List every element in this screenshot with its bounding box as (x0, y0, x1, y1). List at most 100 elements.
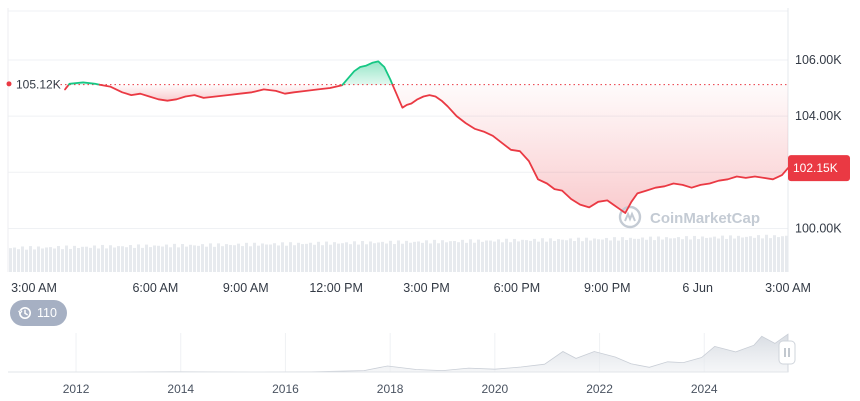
volume-bar (353, 241, 356, 272)
volume-bar (113, 247, 116, 272)
watermark: CoinMarketCap (618, 205, 760, 229)
watermark-text: CoinMarketCap (650, 210, 760, 227)
volume-bar (421, 242, 424, 272)
volume-bar (757, 235, 760, 272)
price-area-down (392, 84, 788, 213)
volume-bar (621, 237, 624, 272)
volume-bar (589, 240, 592, 272)
volume-bar (601, 239, 604, 272)
volume-bar (649, 236, 652, 272)
volume-bar (769, 238, 772, 272)
volume-bar (145, 244, 148, 272)
volume-bar (37, 246, 40, 272)
volume-bar (133, 247, 136, 272)
volume-bar (405, 240, 408, 272)
volume-bar (149, 247, 152, 272)
volume-bar (481, 241, 484, 272)
volume-bar (157, 245, 160, 272)
history-count: 110 (37, 306, 57, 320)
volume-bar (533, 238, 536, 272)
volume-bar (317, 241, 320, 272)
volume-bar (433, 239, 436, 272)
volume-bar (393, 244, 396, 272)
volume-bar (697, 239, 700, 272)
volume-bar (233, 245, 236, 272)
overview-year-label: 2014 (167, 382, 194, 396)
volume-bar (25, 249, 28, 272)
volume-bar (729, 235, 732, 272)
volume-bar (557, 239, 560, 272)
volume-bar (237, 243, 240, 272)
volume-bar (265, 244, 268, 272)
volume-bar (97, 248, 100, 272)
volume-bar (173, 243, 176, 272)
volume-bar (377, 242, 380, 272)
volume-bar (505, 238, 508, 272)
overview-area (8, 333, 789, 373)
volume-bar (301, 244, 304, 272)
navigator-handle[interactable] (778, 340, 796, 365)
x-tick-label: 6 Jun (682, 281, 713, 295)
volume-bar (569, 238, 572, 272)
volume-bar (497, 239, 500, 272)
volume-bar (193, 245, 196, 272)
volume-bar (645, 239, 648, 272)
y-axis-ticks: 106.00K 104.00K 100.00K (795, 53, 842, 236)
price-area-up (342, 61, 393, 85)
history-badge[interactable]: 110 (10, 300, 67, 326)
volume-bar (509, 242, 512, 272)
volume-bar (61, 249, 64, 272)
volume-bar (785, 235, 788, 272)
volume-bar (677, 237, 680, 272)
volume-bar (717, 238, 720, 272)
volume-bar (357, 244, 360, 272)
x-tick-label: 3:00 PM (403, 281, 450, 295)
volume-bar (189, 244, 192, 272)
volume-bar (485, 240, 488, 272)
volume-bar (597, 239, 600, 272)
volume-bar (165, 244, 168, 272)
volume-bar (397, 240, 400, 272)
volume-bar (269, 244, 272, 272)
volume-bar (429, 243, 432, 272)
volume-bar (121, 246, 124, 272)
volume-bar (581, 241, 584, 272)
volume-bar (549, 238, 552, 272)
volume-bar (257, 245, 260, 272)
volume-bar (537, 241, 540, 272)
volume-bar (105, 248, 108, 272)
volume-bar (521, 239, 524, 272)
volume-bar (513, 238, 516, 272)
volume-bar (125, 247, 128, 272)
y-tick-label: 100.00K (795, 221, 842, 235)
volume-bar (477, 239, 480, 272)
volume-bar (141, 247, 144, 272)
volume-bar (625, 240, 628, 272)
volume-bar (273, 243, 276, 272)
volume-bar (33, 249, 36, 272)
start-price-dot (6, 81, 12, 87)
range-navigator[interactable]: 2012 2014 2016 2018 2020 2022 2024 (8, 333, 796, 396)
overview-year-label: 2024 (691, 382, 718, 396)
volume-bar (69, 248, 72, 272)
volume-bar (489, 240, 492, 272)
x-axis-ticks: 3:00 AM 6:00 AM 9:00 AM 12:00 PM 3:00 PM 6:00… (11, 281, 811, 295)
volume-bar (201, 244, 204, 272)
volume-bar (129, 245, 132, 272)
volume-bar (297, 242, 300, 272)
volume-bar (381, 241, 384, 272)
volume-bar (585, 237, 588, 272)
volume-bar (741, 237, 744, 272)
volume-bar (465, 242, 468, 272)
volume-bar (765, 234, 768, 272)
volume-bar (461, 239, 464, 272)
volume-bar (413, 241, 416, 272)
volume-bar (337, 243, 340, 272)
volume-bar (229, 244, 232, 272)
volume-bar (713, 236, 716, 272)
volume-bar (773, 235, 776, 272)
start-price-label: 105.12K (16, 78, 61, 92)
overview-year-label: 2020 (481, 382, 508, 396)
volume-bar (221, 246, 224, 272)
